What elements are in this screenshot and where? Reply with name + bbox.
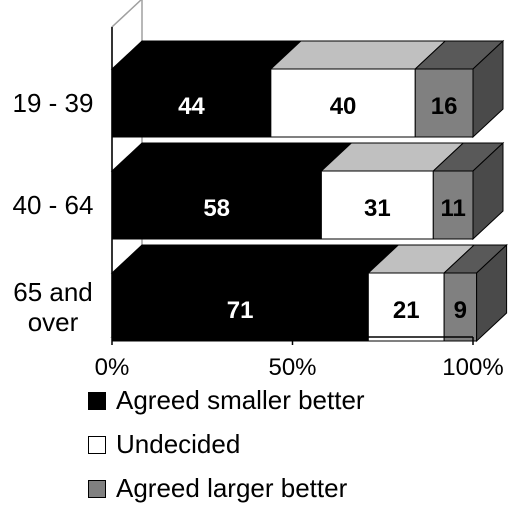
bar xyxy=(414,68,474,138)
category-label-line: 40 - 64 xyxy=(12,190,94,220)
data-label: 40 xyxy=(330,93,357,120)
bar xyxy=(432,170,474,240)
data-label: 44 xyxy=(178,93,205,120)
data-label: 11 xyxy=(440,195,465,222)
x-tick-label: 0% xyxy=(95,354,130,381)
bar xyxy=(367,272,445,342)
data-label: 31 xyxy=(364,195,391,222)
data-label: 58 xyxy=(203,195,230,222)
legend-swatch xyxy=(88,392,106,410)
bar xyxy=(111,272,369,342)
x-axis: 0% 50% 100% xyxy=(95,336,504,381)
legend-swatch xyxy=(88,480,106,498)
data-label: 16 xyxy=(431,93,458,120)
x-tick-label: 100% xyxy=(442,354,503,381)
bar-side xyxy=(472,39,504,139)
category-label-line: over xyxy=(27,307,79,337)
legend-label: Undecided xyxy=(116,429,241,459)
bar-side xyxy=(476,243,508,343)
data-label: 21 xyxy=(393,297,420,324)
legend-label: Agreed larger better xyxy=(116,473,348,503)
bar-top xyxy=(110,40,303,70)
bar xyxy=(320,170,434,240)
legend-label: Agreed smaller better xyxy=(116,385,365,415)
legend-swatch xyxy=(88,436,106,454)
category-label-line: 19 - 39 xyxy=(12,88,94,118)
category-label: 19 - 39 xyxy=(0,88,106,118)
x-tick-label: 50% xyxy=(268,354,316,381)
bar-top xyxy=(110,244,400,274)
category-label: 40 - 64 xyxy=(0,190,106,220)
bar xyxy=(111,68,272,138)
bar xyxy=(443,272,478,342)
chart-bars: 44 40 16 58 31 11 71 21 9 xyxy=(110,39,508,343)
data-label: 71 xyxy=(227,297,254,324)
bar-top xyxy=(110,142,353,172)
bar xyxy=(270,68,416,138)
bar-side xyxy=(472,141,504,241)
bar xyxy=(111,170,322,240)
data-label: 9 xyxy=(454,297,467,324)
category-label: 65 and over xyxy=(0,277,106,337)
category-label-line: 65 and xyxy=(13,277,93,307)
